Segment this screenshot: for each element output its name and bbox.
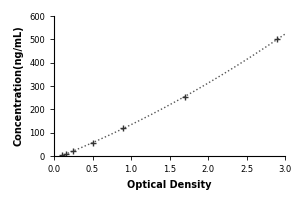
- X-axis label: Optical Density: Optical Density: [127, 180, 212, 190]
- Y-axis label: Concentration(ng/mL): Concentration(ng/mL): [14, 26, 23, 146]
